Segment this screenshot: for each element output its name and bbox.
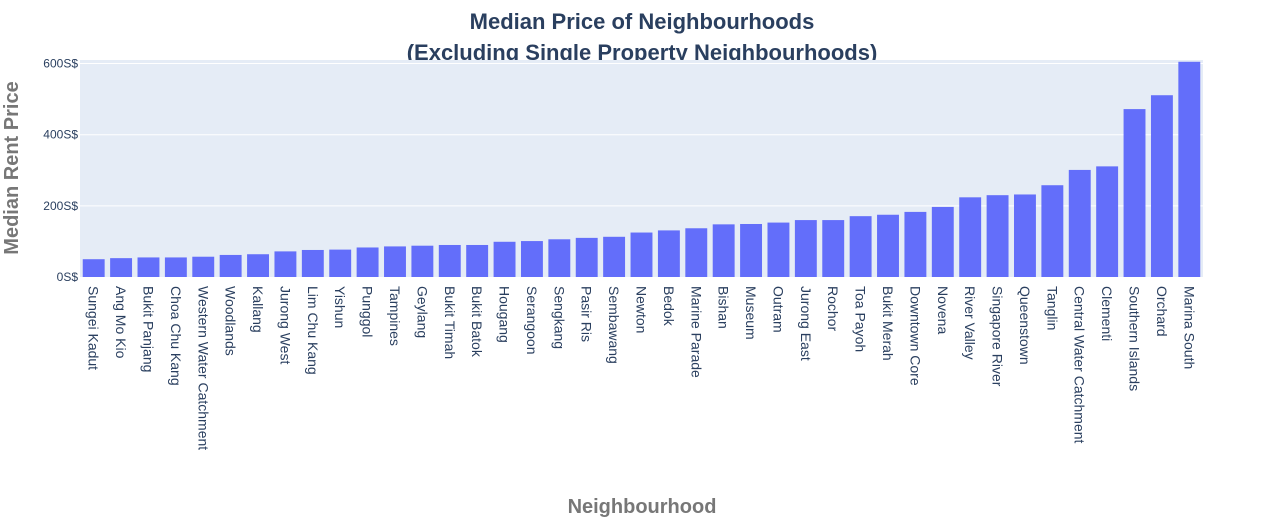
y-tick-label: 400S$ (43, 128, 78, 142)
bar (520, 241, 543, 277)
bar (110, 258, 133, 277)
x-tick-label: Bukit Panjang (140, 286, 156, 372)
x-tick-label: Pasir Ris (579, 286, 595, 342)
x-tick-label: Outram (770, 286, 786, 333)
x-axis-title: Neighbourhood (568, 496, 717, 518)
x-tick-label: Serangoon (524, 286, 540, 355)
bar (82, 259, 105, 277)
bar (384, 246, 406, 277)
bar (575, 237, 598, 277)
bar (959, 197, 982, 277)
bar (1123, 109, 1146, 278)
bar (329, 249, 352, 277)
x-tick-label: River Valley (962, 286, 978, 360)
x-tick-label: Kallang (250, 286, 266, 333)
bar (1178, 61, 1201, 278)
x-tick-label: Bedok (661, 286, 677, 327)
x-tick-label: Marine Parade (688, 286, 704, 378)
x-tick-label: Downtown Core (907, 286, 923, 386)
bar (548, 239, 571, 277)
y-tick-label: 200S$ (43, 199, 78, 213)
x-tick-label: Bishan (716, 286, 732, 329)
bar (685, 228, 708, 277)
bar (356, 247, 379, 277)
x-tick-label: Sungei Kadut (86, 286, 102, 370)
bar (438, 244, 461, 277)
x-tick-label: Southern Islands (1127, 286, 1143, 391)
bar (411, 245, 434, 277)
bar (794, 220, 817, 277)
bar (657, 230, 680, 277)
x-axis-ticks: Sungei Kadut Ang Mo Kio Bukit Panjang Choa … (86, 286, 1198, 450)
x-tick-label: Sengkang (551, 286, 567, 349)
bars (82, 61, 1201, 278)
x-tick-label: Central Water Catchment (1072, 286, 1088, 444)
x-tick-label: Jurong West (277, 286, 293, 364)
bar (493, 241, 516, 277)
bar (877, 214, 899, 277)
bar (822, 220, 845, 277)
bar (1014, 194, 1036, 277)
x-tick-label: Clementi (1099, 286, 1115, 341)
bar (274, 251, 297, 277)
x-tick-label: Punggol (360, 286, 376, 337)
chart-title-line-1: Median Price of Neighbourhoods (470, 9, 815, 34)
bar (247, 254, 269, 277)
x-tick-label: Queenstown (1017, 286, 1033, 365)
bar (712, 224, 735, 277)
x-tick-label: Jurong East (798, 286, 814, 361)
x-tick-label: Orchard (1154, 286, 1170, 337)
x-tick-label: Bukit Timah (442, 286, 458, 359)
bar (137, 257, 160, 277)
x-tick-label: Newton (634, 286, 650, 333)
x-tick-label: Woodlands (223, 286, 239, 356)
x-tick-label: Singapore River (990, 286, 1006, 387)
x-tick-label: Ang Mo Kio (113, 286, 129, 359)
x-tick-label: Toa Payoh (853, 286, 869, 352)
bar (740, 223, 763, 277)
x-tick-label: Sembawang (606, 286, 622, 364)
bar (630, 232, 653, 277)
bar (1041, 185, 1064, 277)
x-tick-label: Tampines (387, 286, 403, 346)
bar (986, 195, 1009, 277)
bar (849, 216, 872, 277)
bar (931, 206, 954, 277)
bar (466, 244, 489, 277)
x-tick-label: Bukit Merah (880, 286, 896, 361)
bar (164, 257, 187, 277)
bar (904, 211, 927, 277)
x-tick-label: Novena (935, 286, 951, 334)
x-tick-label: Geylang (414, 286, 430, 338)
x-tick-label: Western Water Catchment (195, 286, 211, 450)
x-tick-label: Rochor (825, 286, 841, 331)
bar (603, 236, 626, 277)
x-tick-label: Choa Chu Kang (168, 286, 184, 386)
bar (1068, 169, 1091, 277)
x-tick-label: Bukit Batok (469, 286, 485, 358)
bar (219, 254, 242, 277)
bar (301, 249, 324, 277)
x-tick-label: Yishun (332, 286, 348, 328)
x-tick-label: Lim Chu Kang (305, 286, 321, 375)
bar (1096, 166, 1119, 277)
y-axis-ticks: 0S$ 200S$ 400S$ 600S$ (43, 57, 78, 284)
x-tick-label: Hougang (497, 286, 513, 343)
y-axis-title: Median Rent Price (1, 81, 23, 254)
x-tick-label: Marina South (1181, 286, 1197, 369)
y-tick-label: 600S$ (43, 57, 78, 71)
bar (1150, 95, 1173, 277)
x-tick-label: Museum (743, 286, 759, 340)
x-tick-label: Tanglin (1044, 286, 1060, 330)
bar (767, 222, 790, 277)
bar (192, 256, 215, 277)
y-tick-label: 0S$ (57, 270, 79, 284)
